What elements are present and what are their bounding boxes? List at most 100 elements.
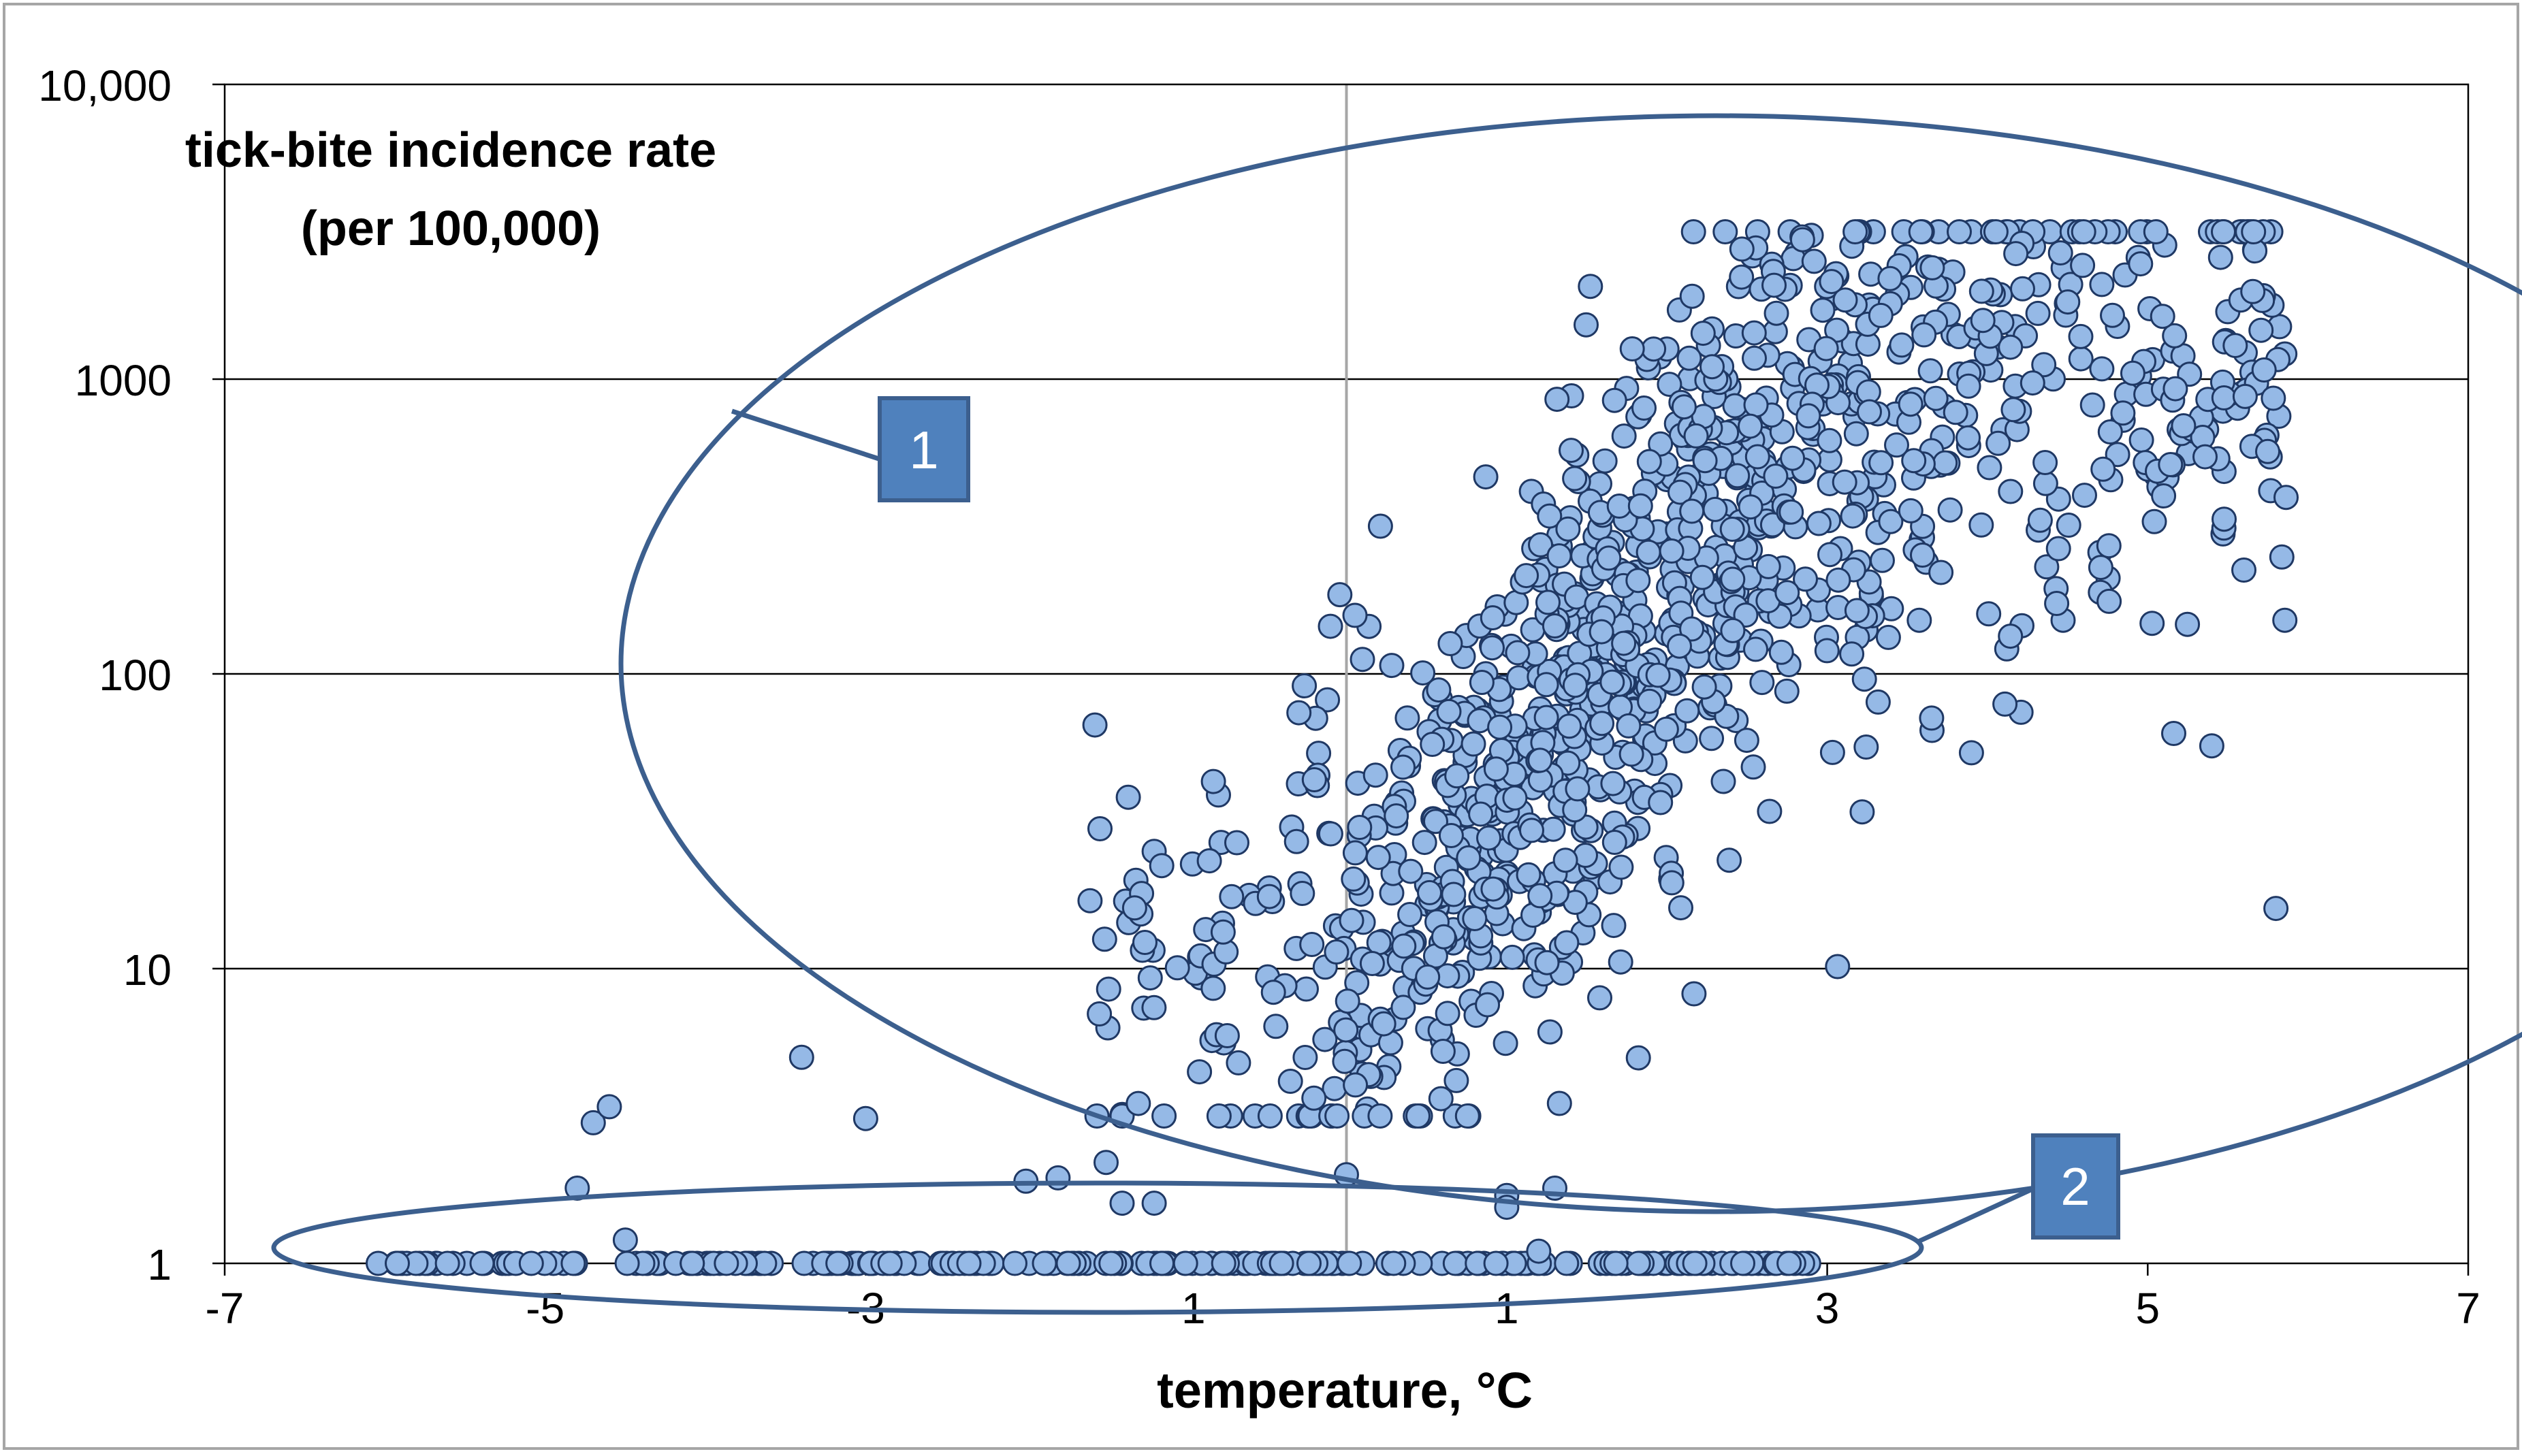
data-point [1793, 566, 1818, 592]
data-point [1648, 790, 1674, 815]
data-point [1910, 543, 1935, 568]
data-point [1420, 732, 1446, 757]
data-point [1164, 955, 1190, 981]
data-point [518, 1250, 544, 1276]
data-point [1743, 636, 1768, 662]
data-point [1616, 713, 1642, 739]
data-point [2097, 419, 2123, 444]
data-point [1789, 227, 1815, 253]
data-point [2263, 896, 2289, 922]
data-point [1738, 494, 1763, 520]
data-point [1341, 866, 1367, 892]
y-tick-label: 1 [147, 1240, 172, 1289]
data-point [1263, 1014, 1289, 1039]
data-point [1853, 734, 1879, 760]
data-point [2089, 272, 2115, 297]
data-point [1391, 933, 1417, 959]
data-point [1839, 641, 1865, 667]
data-point [1710, 769, 1736, 794]
x-tick-label: 1 [1495, 1284, 1519, 1333]
data-point [1082, 712, 1108, 738]
data-point [1362, 762, 1388, 788]
data-point [1637, 688, 1663, 714]
data-point [1825, 567, 1851, 593]
data-point [2096, 588, 2122, 614]
data-point [1438, 823, 1464, 848]
data-point [825, 1250, 851, 1276]
data-point [1587, 985, 1612, 1011]
data-point [1683, 423, 1709, 449]
data-point [1618, 741, 1644, 767]
data-point [1998, 479, 2024, 504]
data-point [1475, 992, 1501, 1018]
x-tick-label: 5 [2135, 1284, 2160, 1333]
data-point [1741, 320, 1767, 346]
data-point [2031, 352, 2057, 378]
data-point [1865, 689, 1891, 715]
data-point [1776, 1250, 1802, 1276]
data-point [1442, 1250, 1468, 1276]
y-axis-label-line2: (per 100,000) [301, 201, 601, 256]
data-point [2034, 554, 2060, 580]
data-point [2003, 241, 2029, 267]
data-point [1312, 1026, 1338, 1052]
data-point [1196, 848, 1222, 874]
data-point [1460, 731, 1486, 757]
gridlines [225, 84, 2468, 1263]
data-point [1744, 444, 1770, 470]
data-point [1324, 1103, 1350, 1129]
data-point [1437, 631, 1463, 656]
data-point [1415, 964, 1441, 990]
data-point [1763, 300, 1789, 326]
data-point [2096, 533, 2122, 559]
data-point [2248, 317, 2274, 343]
data-point [1757, 798, 1783, 824]
data-point [2232, 383, 2258, 409]
data-point [1795, 403, 1821, 429]
data-point [2255, 438, 2280, 464]
data-point [1417, 879, 1442, 905]
data-point [680, 1250, 705, 1276]
data-point [1516, 862, 1542, 888]
data-point [1332, 1048, 1358, 1074]
data-point [1908, 219, 1934, 244]
data-point [1596, 545, 1622, 571]
data-point [560, 1250, 586, 1276]
data-point [1367, 513, 1393, 539]
x-tick-label: -7 [206, 1284, 244, 1333]
callout-2-leader [1915, 1182, 2044, 1245]
data-point [1842, 219, 1868, 244]
data-point [1742, 345, 1767, 371]
data-point [1679, 498, 1705, 524]
data-point [1087, 816, 1113, 841]
data-point [1898, 498, 1924, 523]
data-point [2158, 452, 2184, 477]
data-point [1740, 754, 1766, 780]
data-point [1932, 450, 1958, 476]
cluster-2-ellipse [271, 1180, 1924, 1315]
data-point [2240, 278, 2266, 304]
y-axis-label-line1: tick-bite incidence rate [185, 123, 716, 178]
data-point [1992, 691, 2018, 717]
data-point [2088, 555, 2113, 581]
data-point [1878, 508, 1904, 534]
data-point [612, 1227, 638, 1253]
x-tick-label: 7 [2456, 1284, 2480, 1333]
data-point [2269, 544, 2295, 570]
data-point [1299, 932, 1325, 957]
data-point [1699, 726, 1725, 751]
data-point [2162, 323, 2188, 349]
data-point [2055, 289, 2081, 315]
data-point [1720, 566, 1746, 592]
data-point [1601, 830, 1627, 855]
data-point [1671, 394, 1697, 420]
data-point [1562, 466, 1588, 491]
data-point [1851, 666, 1877, 692]
data-point [1502, 785, 1528, 811]
data-point [1813, 336, 1839, 361]
data-point [2045, 536, 2071, 562]
data-point [1690, 321, 1716, 346]
data-point [1350, 647, 1375, 673]
data-point [1226, 1050, 1251, 1075]
data-point [1268, 1250, 1294, 1276]
